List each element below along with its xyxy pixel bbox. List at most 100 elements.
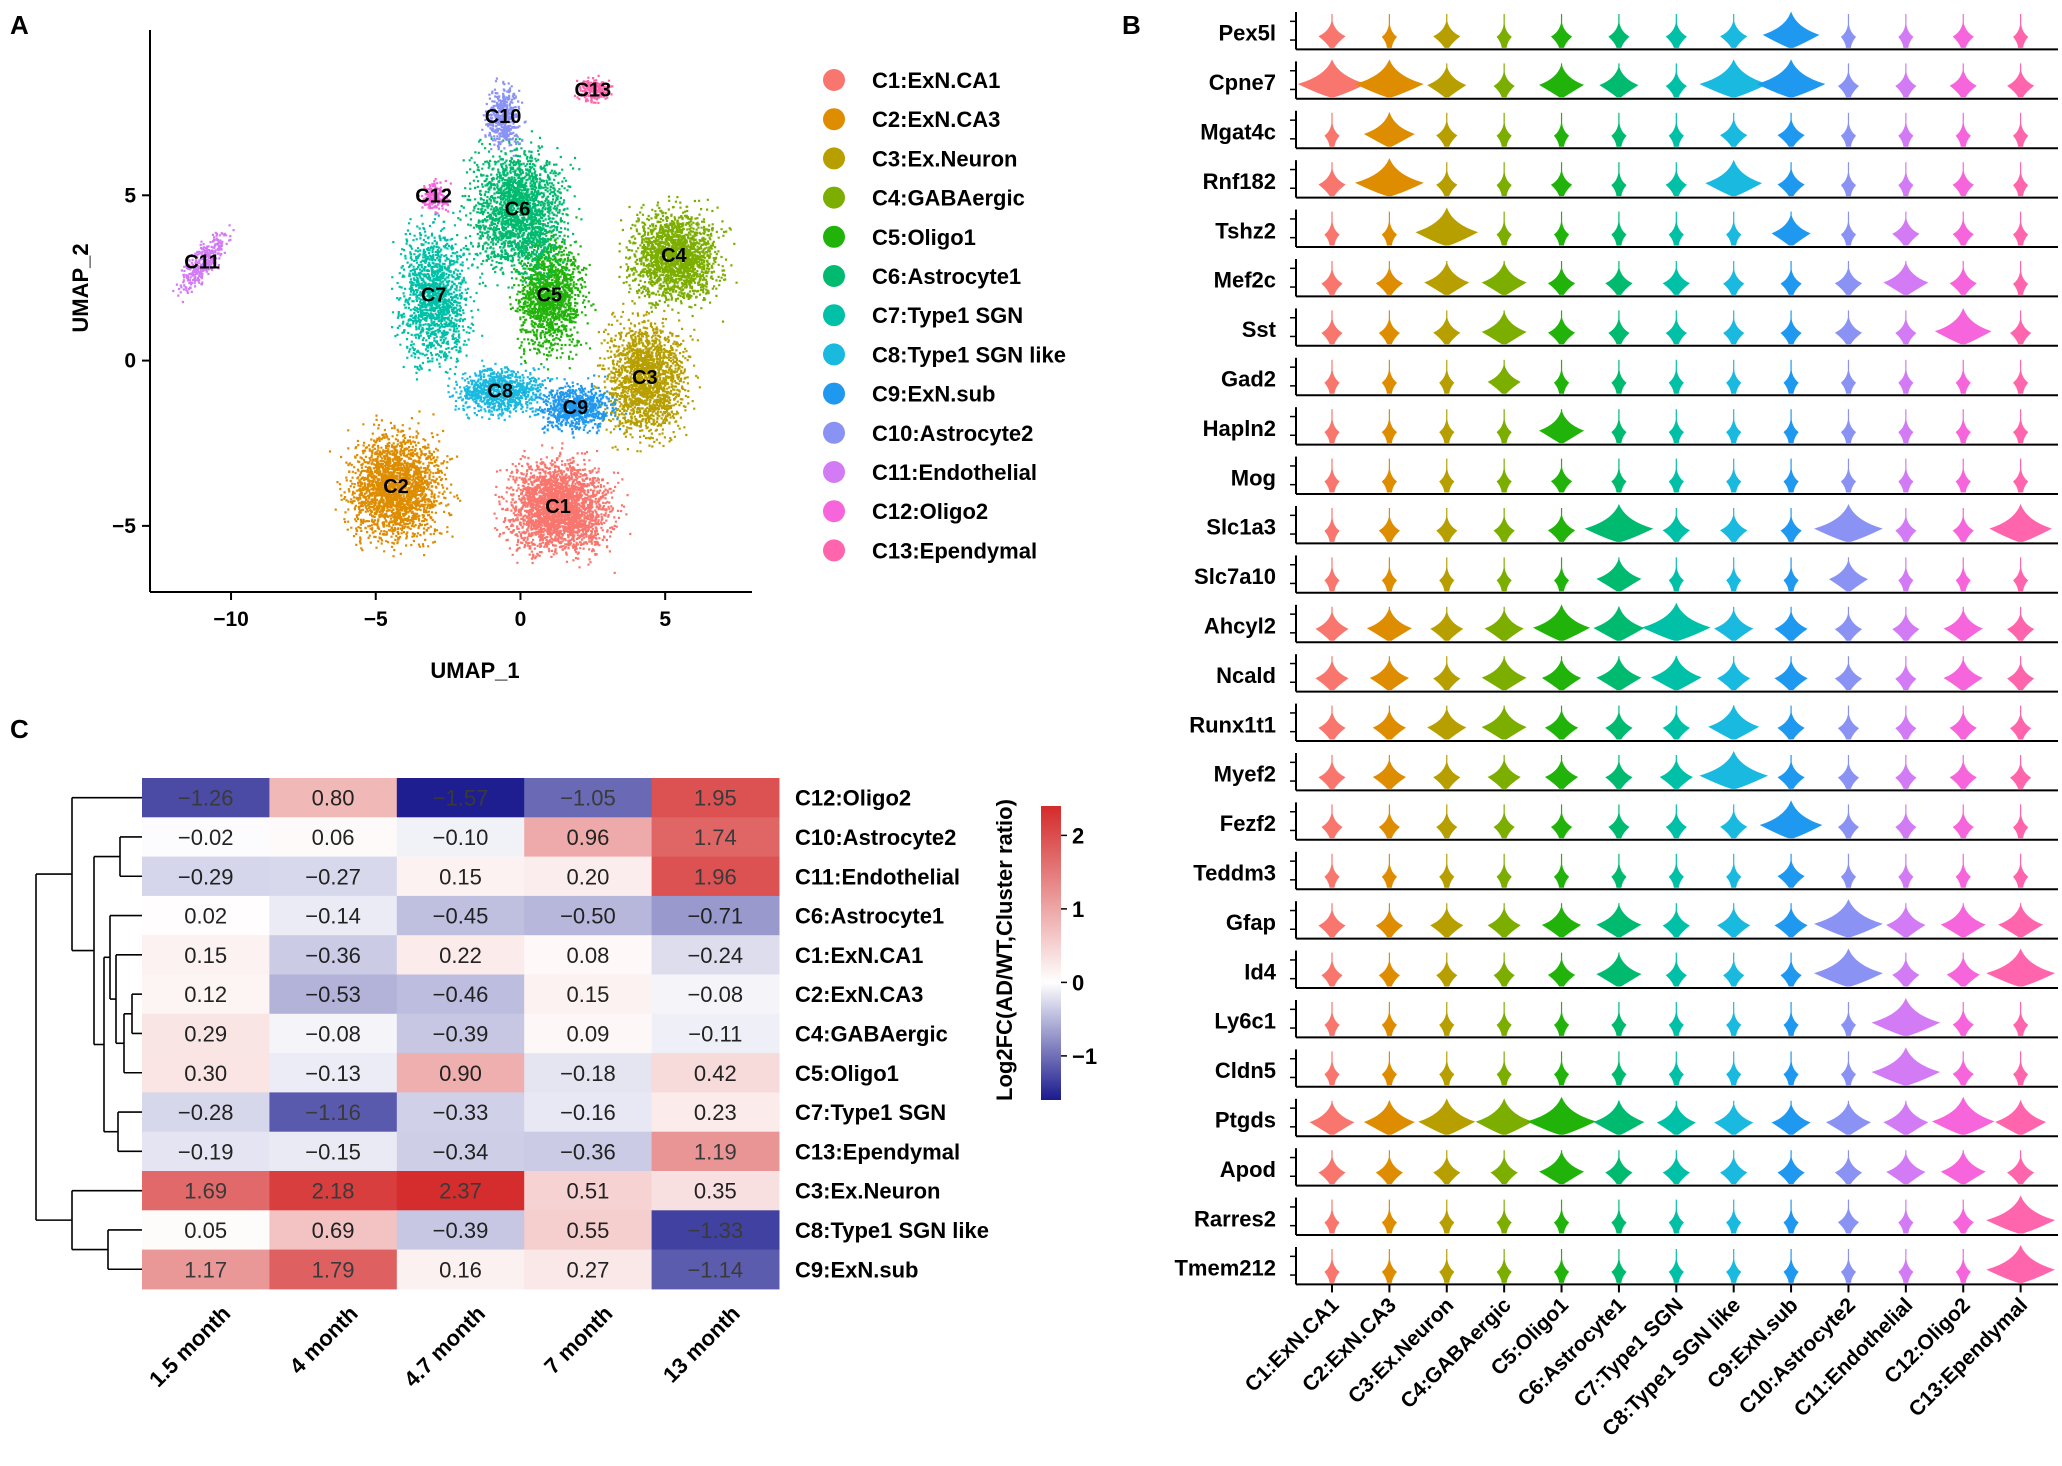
heatmap-row-label: C12:Oligo2 <box>795 786 911 811</box>
umap-points-C6 <box>456 126 583 289</box>
heatmap-cell <box>651 1013 780 1054</box>
violin-row-Sst: Sst <box>1242 307 2058 347</box>
heatmap-cell-value: 1.79 <box>312 1257 355 1282</box>
umap-cluster-labels: C1 C2 C3 C4 C5 C6 C7 C8 C9 C10 C11 C12 C13 <box>184 80 687 519</box>
umap-ytick-label: 5 <box>124 184 136 207</box>
heatmap-cell <box>396 974 525 1015</box>
heatmap-cell-value: −0.36 <box>560 1139 616 1164</box>
heatmap-cell <box>524 1053 653 1093</box>
heatmap-cell-value: 0.29 <box>184 1021 227 1046</box>
heatmap-cell <box>524 1013 653 1054</box>
heatmap-cell <box>651 856 780 897</box>
violin-row-Runx1t1: Runx1t1 <box>1189 703 2058 742</box>
umap-plot: C1 C2 C3 C4 C5 C6 C7 C8 C9 C10 C11 C12 C13 −10 −5 0 5 −5… <box>68 30 1066 683</box>
heatmap-cell-value: −0.08 <box>687 982 743 1007</box>
violin-row-Ptgds: Ptgds <box>1215 1096 2058 1138</box>
heatmap-cell-value: 0.16 <box>439 1257 482 1282</box>
heatmap-row-label: C10:Astrocyte2 <box>795 825 956 850</box>
legend-swatch-C7 <box>823 304 845 327</box>
heatmap-cell-value: 0.06 <box>312 825 355 850</box>
umap-label-C5: C5 <box>537 284 563 306</box>
heatmap-cell <box>651 1092 780 1133</box>
heatmap-cell <box>524 1210 653 1251</box>
violin-gene-label: Mef2c <box>1214 268 1276 293</box>
umap-label-C2: C2 <box>383 476 409 498</box>
heatmap-cell <box>269 895 398 936</box>
panel-a-label: A <box>10 10 29 40</box>
heatmap-cell-value: 1.96 <box>694 864 737 889</box>
umap-label-C8: C8 <box>487 380 513 402</box>
heatmap-cell-value: 0.15 <box>184 943 227 968</box>
heatmap-column-label: 13 month <box>658 1301 745 1388</box>
heatmap-row-labels: C12:Oligo2 C10:Astrocyte2 C11:Endothelial C… <box>795 786 989 1283</box>
heatmap-cell <box>269 1249 398 1290</box>
violin-row-Hapln2: Hapln2 <box>1203 407 2058 446</box>
violin-gene-label: Rarres2 <box>1194 1206 1276 1231</box>
heatmap-row-label: C7:Type1 SGN <box>795 1100 946 1125</box>
umap-label-C6: C6 <box>505 199 531 221</box>
heatmap-cell-value: −0.11 <box>688 1021 742 1046</box>
umap-points-C3 <box>593 300 701 453</box>
heatmap-cell-value: 0.51 <box>566 1179 609 1204</box>
heatmap-cell <box>651 1053 780 1093</box>
heatmap-cell-value: 0.96 <box>566 825 609 850</box>
umap-label-C4: C4 <box>661 245 687 267</box>
violin-gene-label: Cpne7 <box>1209 70 1276 95</box>
legend-label-C3: C3:Ex.Neuron <box>872 146 1017 171</box>
colorbar <box>1041 806 1061 1100</box>
heatmap-cell <box>269 1131 398 1172</box>
heatmap-cell <box>396 1092 525 1133</box>
heatmap-cell <box>142 778 270 818</box>
heatmap-cell <box>142 974 270 1015</box>
violin-row-Ahcyl2: Ahcyl2 <box>1204 602 2058 644</box>
umap-points <box>172 74 738 574</box>
legend-swatch-C5 <box>823 225 845 248</box>
legend-swatch-C13 <box>823 539 845 562</box>
heatmap-cell <box>524 1171 653 1211</box>
heatmap-column-labels: 1.5 month 4 month 4.7 month 7 month 13 month <box>144 1301 745 1392</box>
heatmap-cell-value: −0.46 <box>433 982 489 1007</box>
heatmap-cell <box>142 1249 270 1290</box>
heatmap-cell-value: −0.02 <box>178 825 234 850</box>
heatmap-cell-value: −0.34 <box>433 1139 489 1164</box>
violin-row-Slc7a10: Slc7a10 <box>1194 555 2058 594</box>
heatmap-cell <box>269 1210 398 1251</box>
violin-row-Ncald: Ncald <box>1216 654 2058 693</box>
heatmap-cell-value: −1.57 <box>433 786 489 811</box>
umap-points-C4 <box>618 195 738 323</box>
heatmap-cell-value: 0.05 <box>184 1218 227 1243</box>
umap-points-C8 <box>447 359 559 421</box>
umap-label-C7: C7 <box>421 284 447 306</box>
heatmap-cell-value: −0.33 <box>433 1100 489 1125</box>
heatmap-cell <box>396 1013 525 1054</box>
legend-label-C9: C9:ExN.sub <box>872 382 995 407</box>
umap-legend: C1:ExN.CA1 C2:ExN.CA3 C3:Ex.Neuron C4:GABAe… <box>823 68 1066 563</box>
violin-row-Gfap: Gfap <box>1226 899 2058 940</box>
violin-gene-label: Mgat4c <box>1200 119 1276 144</box>
heatmap-cell-value: −0.10 <box>433 825 489 850</box>
umap-label-C3: C3 <box>632 367 658 389</box>
heatmap-cell-value: 2.37 <box>439 1179 482 1204</box>
heatmap-cell-value: 2.18 <box>312 1179 355 1204</box>
heatmap-cell-value: −1.33 <box>687 1218 743 1243</box>
violin-plot: Pex5l Cpne7 Mgat4c Rnf182 Tshz2 Mef2c Sst Gad2 H… <box>1174 11 2058 1441</box>
legend-swatch-C12 <box>823 500 845 523</box>
heatmap-cell-value: 0.35 <box>694 1179 737 1204</box>
violin-gene-label: Apod <box>1220 1157 1276 1182</box>
umap-ticks: −10 −5 0 5 −5 0 5 <box>112 184 671 631</box>
umap-points-C7 <box>391 205 484 396</box>
heatmap-cell <box>524 1092 653 1133</box>
violin-row-Tshz2: Tshz2 <box>1215 207 2058 248</box>
heatmap-cell <box>651 895 780 936</box>
heatmap-cell-value: 1.17 <box>184 1257 227 1282</box>
heatmap-cell <box>524 1249 653 1290</box>
umap-points-C10 <box>481 77 527 157</box>
legend-label-C8: C8:Type1 SGN like <box>872 342 1066 367</box>
heatmap-cell <box>651 935 780 975</box>
heatmap-cell-value: −0.13 <box>305 1061 361 1086</box>
violin-row-Cldn5: Cldn5 <box>1215 1047 2058 1088</box>
heatmap-row-label: C4:GABAergic <box>795 1021 948 1046</box>
violin-row-Rnf182: Rnf182 <box>1203 158 2058 199</box>
umap-ytick-label: −5 <box>112 515 136 538</box>
violin-gene-label: Hapln2 <box>1203 416 1276 441</box>
